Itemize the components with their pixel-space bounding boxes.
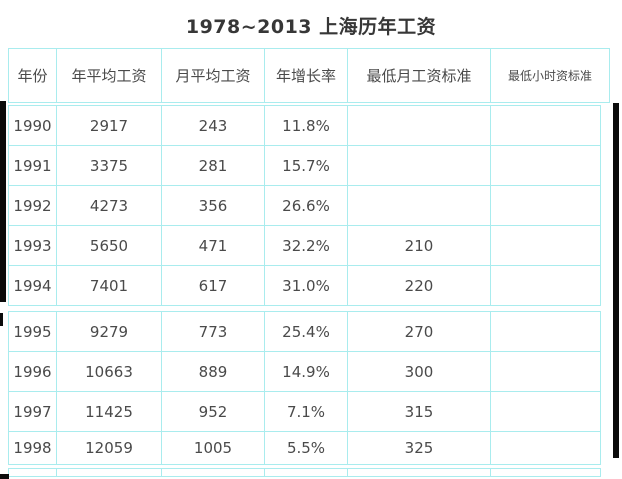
cell-annual-growth-rate: 15.7% <box>264 145 348 186</box>
cell-monthly-avg-wage: 773 <box>161 311 265 352</box>
screenshot-black-edge-bar <box>0 474 9 479</box>
cell-annual-growth-rate: 14.9% <box>264 351 348 392</box>
cell-annual-growth-rate: 7.1% <box>264 391 348 432</box>
cell-year: 1990 <box>8 105 57 146</box>
table-row: 1994 7401 617 31.0% 220 <box>8 265 601 306</box>
header-row: 年份 年平均工资 月平均工资 年增长率 最低月工资标准 最低小时资标准 <box>8 48 610 103</box>
cell-annual-avg-wage: 9279 <box>56 311 162 352</box>
cell-min-hourly-wage <box>490 391 601 432</box>
cell-monthly-avg-wage: 356 <box>161 185 265 226</box>
table-row: 1998 12059 1005 5.5% 325 <box>8 431 601 465</box>
cell-min-hourly-wage <box>490 351 601 392</box>
cell-annual-growth-rate: 5.5% <box>264 431 348 465</box>
cell-annual-avg-wage: 10663 <box>56 351 162 392</box>
cell-year: 1991 <box>8 145 57 186</box>
cell-monthly-avg-wage: 1005 <box>161 431 265 465</box>
screenshot-black-edge-bar <box>0 313 3 326</box>
cell-annual-avg-wage <box>56 468 162 477</box>
cell-annual-avg-wage: 5650 <box>56 225 162 266</box>
cell-annual-growth-rate: 32.2% <box>264 225 348 266</box>
cell-min-monthly-wage: 220 <box>347 265 491 306</box>
cell-min-hourly-wage <box>490 431 601 465</box>
cell-annual-avg-wage: 11425 <box>56 391 162 432</box>
cell-min-monthly-wage: 325 <box>347 431 491 465</box>
cell-min-monthly-wage: 270 <box>347 311 491 352</box>
cell-annual-growth-rate: 26.6% <box>264 185 348 226</box>
cell-min-hourly-wage <box>490 185 601 226</box>
table-row: 1996 10663 889 14.9% 300 <box>8 351 601 392</box>
wage-table-section-1995-1998: 1995 9279 773 25.4% 270 1996 10663 889 14.9% 300 1… <box>8 311 601 465</box>
cell-annual-avg-wage: 12059 <box>56 431 162 465</box>
cell-min-hourly-wage <box>490 265 601 306</box>
cell-min-hourly-wage <box>490 468 601 477</box>
table-row: 1992 4273 356 26.6% <box>8 185 601 226</box>
cell-min-monthly-wage <box>347 145 491 186</box>
wage-table-section-1990-1994: 1990 2917 243 11.8% 1991 3375 281 15.7% 1992 4273… <box>8 105 601 306</box>
cell-monthly-avg-wage: 617 <box>161 265 265 306</box>
header-annual-avg-wage: 年平均工资 <box>56 48 162 103</box>
header-monthly-avg-wage: 月平均工资 <box>161 48 265 103</box>
cell-monthly-avg-wage: 281 <box>161 145 265 186</box>
cell-annual-avg-wage: 2917 <box>56 105 162 146</box>
screenshot-black-edge-bar <box>613 103 619 458</box>
table-row: 1991 3375 281 15.7% <box>8 145 601 186</box>
wage-table-header: 年份 年平均工资 月平均工资 年增长率 最低月工资标准 最低小时资标准 <box>8 48 610 103</box>
cell-annual-growth-rate: 11.8% <box>264 105 348 146</box>
cell-min-monthly-wage: 210 <box>347 225 491 266</box>
cell-year: 1998 <box>8 431 57 465</box>
cell-min-hourly-wage <box>490 105 601 146</box>
cell-year: 1996 <box>8 351 57 392</box>
cell-min-monthly-wage: 300 <box>347 351 491 392</box>
header-annual-growth-rate: 年增长率 <box>264 48 348 103</box>
cell-min-monthly-wage: 315 <box>347 391 491 432</box>
cell-annual-growth-rate: 25.4% <box>264 311 348 352</box>
cell-min-monthly-wage <box>347 468 491 477</box>
cell-monthly-avg-wage: 471 <box>161 225 265 266</box>
cell-monthly-avg-wage: 243 <box>161 105 265 146</box>
cell-monthly-avg-wage: 889 <box>161 351 265 392</box>
cell-min-monthly-wage <box>347 105 491 146</box>
cell-min-monthly-wage <box>347 185 491 226</box>
cell-annual-growth-rate <box>264 468 348 477</box>
cell-year <box>8 468 57 477</box>
table-row: 1997 11425 952 7.1% 315 <box>8 391 601 432</box>
cell-year: 1994 <box>8 265 57 306</box>
cell-year: 1995 <box>8 311 57 352</box>
page-title: 1978~2013 上海历年工资 <box>185 16 437 38</box>
screenshot-black-edge-bar <box>0 101 6 302</box>
table-row: 1990 2917 243 11.8% <box>8 105 601 146</box>
cell-min-hourly-wage <box>490 145 601 186</box>
table-row: 1995 9279 773 25.4% 270 <box>8 311 601 352</box>
cell-min-hourly-wage <box>490 225 601 266</box>
header-min-monthly-wage: 最低月工资标准 <box>347 48 491 103</box>
cell-annual-growth-rate: 31.0% <box>264 265 348 306</box>
wage-table-partial-row <box>8 468 601 477</box>
cell-monthly-avg-wage: 952 <box>161 391 265 432</box>
header-min-hourly-wage: 最低小时资标准 <box>490 48 610 103</box>
cell-year: 1997 <box>8 391 57 432</box>
table-row: 1993 5650 471 32.2% 210 <box>8 225 601 266</box>
cell-min-hourly-wage <box>490 311 601 352</box>
cell-year: 1993 <box>8 225 57 266</box>
cell-annual-avg-wage: 7401 <box>56 265 162 306</box>
table-row <box>8 468 601 477</box>
cell-annual-avg-wage: 3375 <box>56 145 162 186</box>
cell-year: 1992 <box>8 185 57 226</box>
header-year: 年份 <box>8 48 57 103</box>
cell-monthly-avg-wage <box>161 468 265 477</box>
cell-annual-avg-wage: 4273 <box>56 185 162 226</box>
